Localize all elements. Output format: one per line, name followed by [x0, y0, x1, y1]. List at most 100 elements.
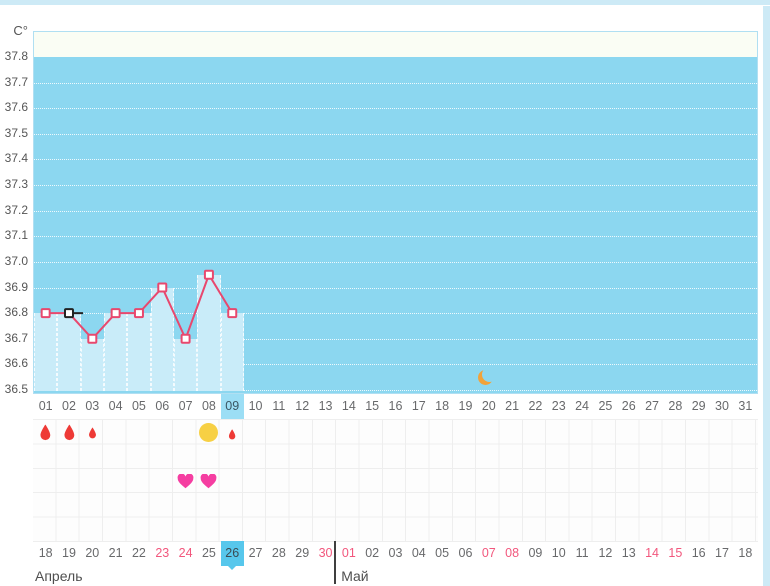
temperature-line-layer [40, 269, 238, 344]
date-cell[interactable]: 16 [691, 546, 706, 560]
temperature-plot [33, 31, 758, 394]
temp-point[interactable] [227, 308, 238, 319]
temp-bar [127, 313, 151, 391]
day-cell[interactable]: 05 [131, 399, 146, 413]
day-cell[interactable]: 28 [668, 399, 683, 413]
day-cell[interactable]: 14 [341, 399, 356, 413]
day-cell[interactable]: 16 [388, 399, 403, 413]
date-cell[interactable]: 18 [738, 546, 753, 560]
y-tick-label: 37.0 [4, 253, 28, 268]
heart-icon[interactable] [177, 473, 194, 494]
date-cell[interactable]: 22 [131, 546, 146, 560]
date-cell[interactable]: 19 [62, 546, 76, 560]
day-cell[interactable]: 07 [178, 399, 193, 413]
date-cell[interactable]: 14 [645, 546, 659, 560]
date-cell[interactable]: 12 [598, 546, 613, 560]
day-cell[interactable]: 08 [201, 399, 216, 413]
day-cell[interactable]: 13 [318, 399, 333, 413]
day-cell[interactable]: 10 [248, 399, 263, 413]
date-cell[interactable]: 29 [295, 546, 310, 560]
month-divider [334, 541, 337, 584]
day-cell[interactable]: 21 [505, 399, 520, 413]
temp-point[interactable] [203, 269, 214, 280]
y-tick-label: 36.7 [4, 330, 28, 345]
drop-icon[interactable] [63, 424, 76, 446]
day-cell[interactable]: 23 [551, 399, 566, 413]
day-cell[interactable]: 03 [85, 399, 100, 413]
day-cell[interactable]: 20 [481, 399, 496, 413]
day-cell[interactable]: 30 [715, 399, 729, 413]
day-cell[interactable]: 22 [528, 399, 543, 413]
day-cell[interactable]: 27 [645, 399, 659, 413]
drop-icon[interactable] [88, 426, 97, 444]
date-cell[interactable]: 08 [505, 546, 520, 560]
sun-icon[interactable] [199, 422, 219, 442]
day-cell[interactable]: 06 [155, 399, 170, 413]
date-cell[interactable]: 21 [108, 546, 123, 560]
date-cell[interactable]: 02 [365, 546, 380, 560]
date-cell[interactable]: 15 [668, 546, 683, 560]
date-cell[interactable]: 11 [575, 546, 589, 560]
date-cell[interactable]: 30 [318, 546, 333, 560]
gridline [34, 108, 757, 110]
day-cell[interactable]: 01 [38, 399, 53, 413]
gridline [34, 236, 757, 238]
gridline [34, 287, 757, 289]
temp-point-selected[interactable] [63, 308, 74, 319]
day-cell[interactable]: 11 [272, 399, 286, 413]
date-cell[interactable]: 05 [435, 546, 450, 560]
moon-icon [482, 367, 497, 382]
heart-icon[interactable] [200, 473, 217, 494]
temp-point[interactable] [87, 333, 98, 344]
gridline [34, 364, 757, 366]
gridline [34, 82, 757, 84]
date-cell[interactable]: 23 [155, 546, 170, 560]
day-cell[interactable]: 24 [575, 399, 590, 413]
date-cell[interactable]: 24 [178, 546, 193, 560]
date-cell[interactable]: 07 [481, 546, 496, 560]
drop-icon[interactable] [39, 424, 52, 446]
y-tick-label: 37.7 [4, 74, 28, 89]
date-cell-today[interactable]: 26 [220, 541, 244, 566]
day-cell[interactable]: 29 [691, 399, 706, 413]
temp-point[interactable] [40, 308, 51, 319]
temp-bar [220, 313, 244, 391]
day-cell-selected[interactable]: 09 [220, 394, 244, 419]
y-tick-label: 36.9 [4, 279, 28, 294]
date-cell[interactable]: 28 [271, 546, 286, 560]
y-tick-label: 37.3 [4, 177, 28, 192]
date-cell[interactable]: 18 [38, 546, 53, 560]
day-cell[interactable]: 19 [458, 399, 473, 413]
date-cell[interactable]: 03 [388, 546, 403, 560]
temp-point[interactable] [180, 333, 191, 344]
date-cell[interactable]: 01 [341, 546, 356, 560]
temp-point[interactable] [157, 282, 168, 293]
day-cell[interactable]: 02 [62, 399, 76, 413]
y-tick-label: 36.5 [4, 382, 28, 396]
day-cell[interactable]: 26 [621, 399, 636, 413]
gridline [34, 133, 757, 135]
month-label: Апрель [35, 568, 83, 584]
date-cell[interactable]: 04 [411, 546, 426, 560]
day-cell[interactable]: 31 [738, 399, 753, 413]
day-cell[interactable]: 04 [108, 399, 123, 413]
date-cell[interactable]: 27 [248, 546, 263, 560]
date-cell[interactable]: 13 [621, 546, 636, 560]
gridline [34, 185, 757, 187]
y-tick-label: 37.1 [4, 228, 28, 243]
day-cell[interactable]: 15 [365, 399, 380, 413]
temp-point[interactable] [133, 308, 144, 319]
date-cell[interactable]: 25 [201, 546, 216, 560]
day-cell[interactable]: 12 [295, 399, 310, 413]
day-cell[interactable]: 17 [411, 399, 426, 413]
temp-bar [150, 287, 174, 391]
date-cell[interactable]: 10 [551, 546, 566, 560]
date-cell[interactable]: 06 [458, 546, 473, 560]
date-cell[interactable]: 17 [715, 546, 729, 560]
drop-icon[interactable] [228, 427, 236, 445]
day-cell[interactable]: 18 [435, 399, 450, 413]
date-cell[interactable]: 20 [85, 546, 100, 560]
day-cell[interactable]: 25 [598, 399, 613, 413]
date-cell[interactable]: 09 [528, 546, 543, 560]
temp-point[interactable] [110, 308, 121, 319]
